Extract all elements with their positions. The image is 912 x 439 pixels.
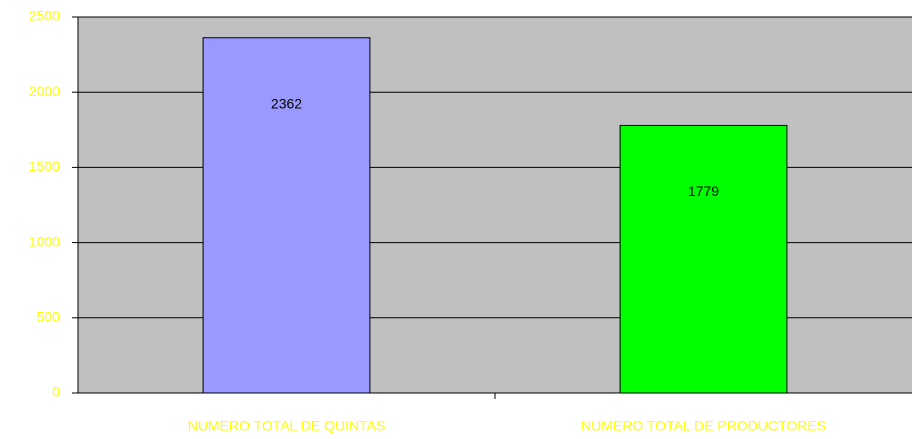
y-tick-label: 2500	[29, 8, 60, 24]
y-tick-label: 1500	[29, 158, 60, 174]
data-label: 1779	[688, 183, 719, 199]
x-tick-label: NUMERO TOTAL DE QUINTAS	[188, 418, 386, 434]
x-tick-label: NUMERO TOTAL DE PRODUCTORES	[581, 418, 826, 434]
y-tick-label: 500	[37, 309, 61, 325]
bar	[202, 37, 371, 394]
y-tick-label: 2000	[29, 83, 60, 99]
y-tick-label: 1000	[29, 233, 60, 249]
y-tick-label: 0	[52, 384, 60, 400]
data-label: 2362	[271, 95, 302, 111]
bar	[619, 124, 788, 394]
